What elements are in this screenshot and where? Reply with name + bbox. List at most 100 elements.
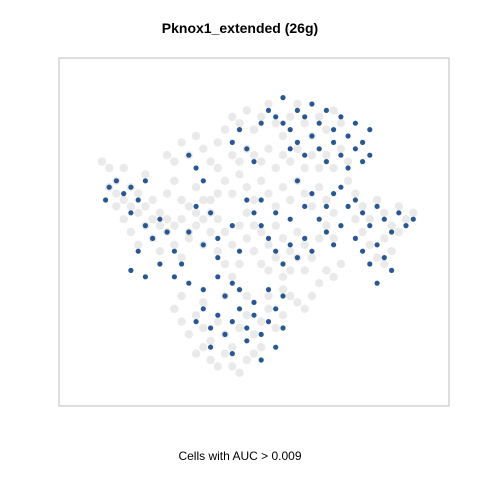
highlighted-cell-point	[309, 101, 315, 107]
background-cell-point	[307, 253, 317, 262]
highlighted-cell-point	[294, 139, 300, 145]
background-cell-point	[228, 343, 237, 352]
highlighted-cell-point	[280, 261, 286, 267]
background-cell-point	[286, 247, 295, 256]
background-cell-point	[336, 144, 346, 153]
background-cell-point	[322, 151, 331, 160]
background-cell-point	[213, 189, 222, 198]
background-cell-point	[264, 266, 273, 275]
chart-title: Pknox1_extended (26g)	[161, 20, 319, 36]
highlighted-cell-point	[251, 299, 257, 305]
highlighted-cell-point	[316, 120, 322, 126]
background-cell-point	[235, 323, 244, 333]
highlighted-cell-point	[338, 184, 344, 190]
highlighted-cell-point	[244, 197, 250, 203]
background-cell-point	[213, 138, 222, 147]
background-cell-point	[206, 157, 215, 166]
highlighted-cell-point	[265, 107, 272, 113]
highlighted-cell-point	[294, 178, 300, 184]
highlighted-cell-point	[323, 107, 329, 113]
background-cell-point	[365, 240, 374, 249]
highlighted-cell-point	[244, 338, 250, 344]
highlighted-cell-point	[157, 216, 163, 222]
background-cell-point	[336, 259, 346, 269]
background-cell-point	[257, 343, 266, 352]
background-cell-point	[380, 234, 389, 243]
background-cell-point	[264, 144, 273, 153]
background-cell-point	[271, 221, 280, 230]
highlighted-cell-point	[208, 344, 214, 350]
highlighted-cell-point	[381, 216, 387, 222]
background-cell-point	[177, 195, 186, 205]
background-cell-point	[213, 215, 222, 224]
background-cell-point	[409, 208, 418, 217]
background-cell-point	[228, 240, 237, 249]
highlighted-cell-point	[236, 248, 243, 254]
background-cell-point	[380, 208, 389, 217]
background-cell-point	[220, 349, 230, 358]
highlighted-cell-point	[215, 274, 221, 280]
highlighted-cell-point	[374, 203, 380, 209]
background-cell-point	[249, 151, 259, 160]
highlighted-cell-point	[128, 184, 134, 190]
highlighted-cells	[103, 95, 416, 363]
highlighted-cell-point	[258, 197, 264, 203]
highlighted-cell-point	[410, 216, 416, 222]
highlighted-cell-point	[265, 287, 272, 293]
background-cell-point	[322, 266, 331, 275]
background-cells	[97, 99, 418, 377]
background-cell-point	[271, 202, 280, 211]
background-cell-point	[155, 247, 165, 256]
highlighted-cell-point	[338, 152, 344, 158]
background-cell-point	[220, 125, 230, 134]
background-cell-point	[213, 163, 222, 173]
background-cell-point	[162, 215, 172, 224]
background-cell-point	[119, 163, 128, 173]
background-cell-point	[134, 240, 143, 249]
background-cell-point	[264, 291, 273, 301]
highlighted-cell-point	[302, 114, 308, 120]
background-cell-point	[141, 170, 150, 179]
background-cell-point	[235, 157, 244, 166]
background-cell-point	[119, 195, 128, 205]
highlighted-cell-point	[367, 127, 373, 133]
background-cell-point	[257, 112, 266, 122]
background-cell-point	[315, 183, 324, 192]
highlighted-cell-point	[331, 242, 337, 248]
background-cell-point	[278, 183, 288, 192]
background-cell-point	[105, 163, 114, 173]
highlighted-cell-point	[106, 184, 112, 190]
highlighted-cell-point	[265, 235, 272, 241]
highlighted-cell-point	[128, 210, 134, 216]
background-cell-point	[206, 355, 215, 365]
background-cell-point	[184, 330, 193, 339]
highlighted-cell-point	[251, 159, 257, 165]
highlighted-cell-point	[164, 229, 170, 235]
background-cell-point	[322, 195, 331, 205]
highlighted-cell-point	[287, 127, 293, 133]
highlighted-cell-point	[323, 229, 329, 235]
highlighted-cell-point	[302, 235, 308, 241]
background-cell-point	[351, 215, 360, 224]
background-cell-point	[191, 311, 201, 320]
background-cell-point	[257, 176, 266, 185]
highlighted-cell-point	[251, 312, 257, 318]
background-cell-point	[322, 125, 331, 134]
background-cell-point	[242, 234, 251, 243]
highlighted-cell-point	[142, 274, 148, 280]
highlighted-cell-point	[287, 242, 293, 248]
highlighted-cell-point	[302, 152, 308, 158]
background-cell-point	[191, 221, 201, 230]
background-cell-point	[235, 119, 244, 128]
highlighted-cell-point	[403, 223, 409, 229]
background-cell-point	[170, 176, 179, 185]
background-cell-point	[199, 343, 208, 352]
background-cell-point	[300, 189, 309, 198]
background-cell-point	[220, 227, 230, 237]
background-cell-point	[257, 227, 266, 237]
background-cell-point	[343, 176, 353, 185]
background-cell-point	[286, 195, 295, 205]
background-cell-point	[300, 304, 309, 313]
background-cell-point	[249, 349, 259, 358]
highlighted-cell-point	[345, 203, 351, 209]
